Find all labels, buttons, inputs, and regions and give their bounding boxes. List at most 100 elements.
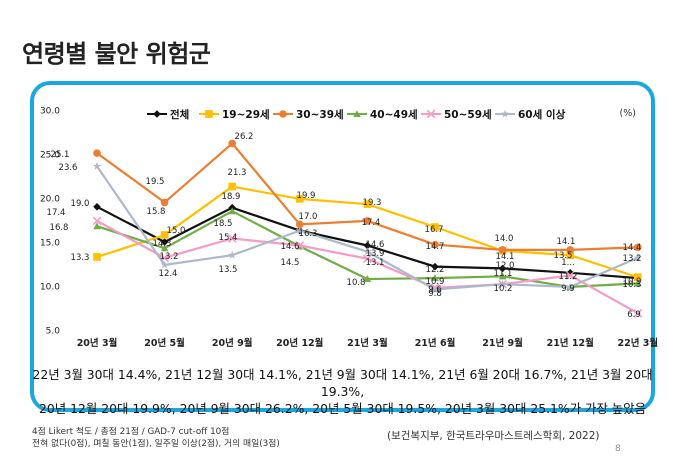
data-point	[93, 222, 101, 230]
data-point	[363, 275, 372, 282]
data-label: 17.4	[362, 218, 381, 228]
data-label: 21.3	[228, 168, 247, 178]
data-label: 19.5	[146, 177, 165, 187]
data-label: 14.3	[153, 239, 172, 249]
y-tick-label: 30.0	[40, 107, 60, 117]
data-label: 14.0	[495, 234, 514, 244]
data-label: 14.6	[281, 242, 300, 252]
data-point	[363, 200, 372, 208]
data-label: 17.0	[299, 212, 318, 222]
data-label: 15.4	[219, 233, 238, 243]
data-point	[92, 216, 102, 226]
data-label: 10.3	[623, 280, 642, 290]
data-point	[498, 264, 507, 273]
data-label: 14.1	[557, 237, 576, 247]
data-point	[634, 279, 642, 287]
data-label: 23.6	[59, 163, 78, 173]
data-point	[93, 253, 101, 261]
data-label: 13.3	[71, 253, 90, 263]
data-point	[296, 220, 304, 229]
x-category-label: 21년 3월	[347, 337, 388, 349]
data-point	[634, 243, 642, 252]
data-point	[498, 246, 507, 254]
data-point	[363, 241, 372, 250]
data-point	[633, 308, 643, 318]
data-point	[160, 244, 169, 252]
data-label: 11.2	[559, 272, 578, 282]
data-label: 10.9	[426, 277, 445, 287]
data-label-layer: 19.0 17.4 16.8 25.1 23.6 13.3 19.5 15.815.0 14.3…	[47, 132, 642, 320]
data-label: 9.8	[428, 289, 442, 299]
legend-item: 19~29세	[199, 108, 270, 121]
data-label: 25.1	[51, 150, 70, 160]
footnote: 4점 Likert 척도 / 총점 21점 / GAD-7 cut-off 10…	[32, 426, 280, 450]
data-label: 10.2	[494, 284, 513, 294]
data-point	[566, 246, 574, 254]
data-point	[633, 253, 642, 262]
data-label: 19.9	[297, 191, 316, 201]
x-category-label: 20년 3월	[77, 337, 118, 349]
data-label: 14.6	[366, 240, 385, 250]
data-label: 13.5	[554, 251, 573, 261]
data-label: 16.8	[50, 223, 69, 233]
data-label: 1...	[561, 258, 575, 268]
legend-item: 30~39세	[273, 108, 344, 121]
data-point	[228, 207, 236, 215]
data-label: 13.9	[366, 249, 385, 259]
data-point	[295, 241, 305, 250]
data-point	[228, 182, 236, 191]
unit-label: (%)	[620, 108, 636, 119]
legend-marker	[426, 109, 436, 119]
data-point	[160, 260, 169, 269]
data-label: 14.5	[281, 258, 300, 268]
x-category-label: 20년 5월	[144, 337, 185, 349]
data-point	[227, 234, 237, 243]
data-point	[566, 251, 574, 259]
data-label: 13.1	[366, 258, 385, 268]
data-point	[160, 238, 169, 246]
data-point	[430, 285, 440, 294]
legend-label: 30~39세	[296, 108, 344, 121]
chart-frame	[30, 81, 655, 412]
data-label: 26.2	[235, 132, 254, 142]
legend-label: 19~29세	[222, 108, 270, 121]
summary-line-2: 20년 12월 20대 19.9%, 20년 9월 30대 26.2%, 20년…	[39, 401, 646, 416]
y-tick-label: 20.0	[40, 195, 60, 205]
legend-item: 50~59세	[421, 108, 492, 121]
data-point	[634, 273, 642, 281]
data-label: 16.7	[425, 225, 444, 235]
data-point	[228, 250, 237, 259]
data-label: 9.6	[428, 285, 442, 295]
legend-label: 40~49세	[370, 108, 418, 121]
data-label: 13.2	[623, 254, 642, 264]
y-tick-label: 25.0	[40, 151, 60, 161]
legend-marker	[279, 110, 287, 118]
x-category-label: 21년 9월	[482, 337, 523, 349]
data-point	[93, 149, 101, 157]
data-point	[93, 203, 101, 211]
data-point	[363, 217, 372, 225]
data-label: 11.1	[494, 269, 513, 279]
data-point	[431, 274, 439, 282]
data-label: 10.9	[623, 277, 642, 287]
legend-item: 40~49세	[347, 108, 418, 121]
data-label: 6.9	[627, 310, 641, 320]
y-tick-label: 10.0	[40, 283, 60, 293]
data-label: 10.8	[347, 278, 366, 288]
legend-label: 50~59세	[444, 108, 492, 121]
data-point	[296, 195, 304, 203]
legend: 전체 19~29세 30~39세 40~49세 50~59세 60세 이상	[147, 108, 566, 121]
legend-item: 전체	[147, 108, 189, 121]
data-point	[228, 139, 236, 148]
y-tick-label: 5.0	[46, 327, 61, 337]
data-label: 14.4	[623, 243, 642, 253]
series	[92, 216, 643, 318]
footnote-line-1: 4점 Likert 척도 / 총점 21점 / GAD-7 cut-off 10…	[32, 427, 230, 437]
source-citation: (보건복지부, 한국트라우마스트레스학회, 2022)	[387, 430, 600, 442]
data-label: 18.9	[222, 192, 241, 202]
summary-text: 22년 3월 30대 14.4%, 21년 12월 30대 14.1%, 21년…	[30, 366, 655, 417]
x-category-label: 22년 3월	[617, 337, 658, 349]
data-label: 19.0	[71, 199, 90, 209]
data-label: 16.3	[299, 229, 318, 239]
